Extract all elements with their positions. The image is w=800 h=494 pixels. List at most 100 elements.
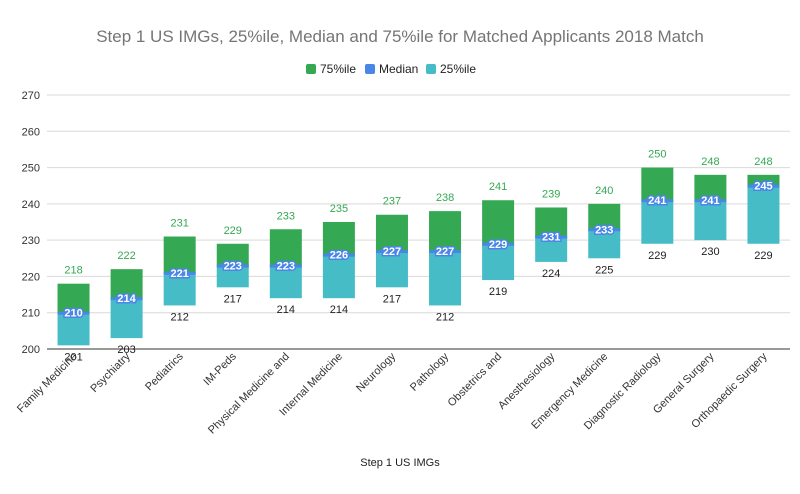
label-25ile: 229 (648, 250, 666, 262)
y-tick-label: 240 (22, 199, 40, 211)
bar-median (747, 184, 780, 188)
bars (57, 167, 780, 346)
label-25ile: 219 (489, 286, 507, 298)
label-25ile: 224 (542, 268, 560, 280)
label-median: 227 (383, 246, 401, 258)
bar-75ile (375, 214, 408, 252)
label-75ile: 250 (648, 149, 666, 161)
bar-75ile (429, 211, 462, 252)
bar-median (535, 235, 568, 239)
label-25ile: 214 (277, 304, 295, 316)
bar-75ile (57, 283, 90, 313)
label-median: 245 (754, 181, 772, 193)
chart-title: Step 1 US IMGs, 25%ile, Median and 75%il… (96, 27, 704, 46)
bar-25ile (747, 185, 780, 244)
x-axis-ticks: Family Medicine Psychiatry Pediatrics IM-Pe… (15, 350, 770, 436)
bar-median (216, 264, 249, 268)
legend-label-75-ile: 75%ile (320, 62, 356, 76)
legend-swatch-75-ile (306, 64, 316, 74)
label-median: 214 (117, 293, 136, 305)
bar-median (429, 250, 462, 254)
bar-25ile (163, 272, 196, 306)
label-25ile: 212 (170, 311, 188, 323)
bar-median (322, 253, 355, 257)
label-75ile: 241 (489, 181, 507, 193)
legend: 75%ile Median 25%ile (306, 62, 476, 76)
label-25ile: 217 (224, 293, 242, 305)
label-median: 241 (701, 195, 719, 207)
bar-25ile (482, 243, 515, 281)
label-25ile: 214 (330, 304, 348, 316)
bar-75ile (482, 200, 515, 244)
label-median: 241 (648, 195, 666, 207)
bar-median (57, 311, 90, 315)
bar-median (163, 271, 196, 275)
data-labels: 218 210 201 222 214 203 231 221 212 229 223 217 233 2… (63, 149, 774, 364)
label-75ile: 231 (170, 218, 188, 230)
bar-75ile (163, 236, 196, 273)
bar-median (588, 228, 621, 232)
label-25ile: 225 (595, 264, 613, 276)
y-tick-label: 220 (22, 271, 40, 283)
label-75ile: 240 (595, 185, 613, 197)
bar-25ile (269, 265, 302, 299)
bar-75ile (747, 174, 780, 186)
bar-25ile (322, 254, 355, 299)
bar-25ile (535, 236, 568, 262)
y-tick-label: 270 (22, 90, 40, 102)
legend-swatch-25-ile (426, 64, 436, 74)
bar-75ile (110, 269, 143, 299)
y-tick-label: 260 (22, 126, 40, 138)
bar-25ile (694, 200, 727, 241)
bar-75ile (535, 207, 568, 237)
label-75ile: 218 (64, 265, 82, 277)
label-75ile: 248 (701, 156, 719, 168)
label-25ile: 212 (436, 311, 454, 323)
label-median: 226 (330, 250, 348, 262)
legend-label-25-ile: 25%ile (440, 62, 476, 76)
bar-25ile (375, 251, 408, 288)
y-tick-label: 210 (22, 308, 40, 320)
y-tick-label: 200 (22, 344, 40, 356)
bar-median (110, 297, 143, 301)
y-tick-label: 250 (22, 163, 40, 175)
label-75ile: 237 (383, 196, 401, 208)
label-median: 233 (595, 224, 613, 236)
label-median: 231 (542, 232, 560, 244)
label-median: 221 (170, 268, 188, 280)
label-median: 227 (436, 246, 454, 258)
label-75ile: 222 (117, 250, 135, 262)
x-tick-psychiatry: Psychiatry (88, 350, 133, 395)
legend-label-median: Median (379, 62, 418, 76)
x-tick-family-medicine: Family Medicine (15, 351, 80, 416)
label-median: 223 (277, 261, 295, 273)
x-tick-anesthesiology: Anesthesiology (496, 350, 558, 412)
x-tick-obstetrics-and: Obstetrics and (446, 351, 505, 410)
legend-swatch-median (365, 64, 375, 74)
bar-25ile (641, 200, 674, 244)
label-median: 210 (64, 308, 82, 320)
label-25ile: 201 (64, 351, 82, 363)
label-75ile: 233 (277, 210, 295, 222)
bar-median (482, 242, 515, 246)
label-75ile: 238 (436, 192, 454, 204)
bar-75ile (694, 174, 727, 201)
bar-25ile (216, 265, 249, 288)
y-tick-label: 230 (22, 235, 40, 247)
label-25ile: 203 (117, 344, 135, 356)
label-75ile: 229 (224, 225, 242, 237)
label-75ile: 248 (754, 156, 772, 168)
bar-median (269, 264, 302, 268)
bar-median (641, 199, 674, 203)
x-tick-pathology: Pathology (408, 350, 451, 393)
bar-75ile (269, 229, 302, 266)
label-median: 229 (489, 239, 507, 251)
label-75ile: 239 (542, 188, 560, 200)
bar-median (694, 199, 727, 203)
x-tick-im-peds: IM-Peds (201, 350, 239, 388)
bar-25ile (429, 251, 462, 306)
x-tick-pediatrics: Pediatrics (143, 350, 186, 393)
label-25ile: 230 (701, 246, 719, 258)
